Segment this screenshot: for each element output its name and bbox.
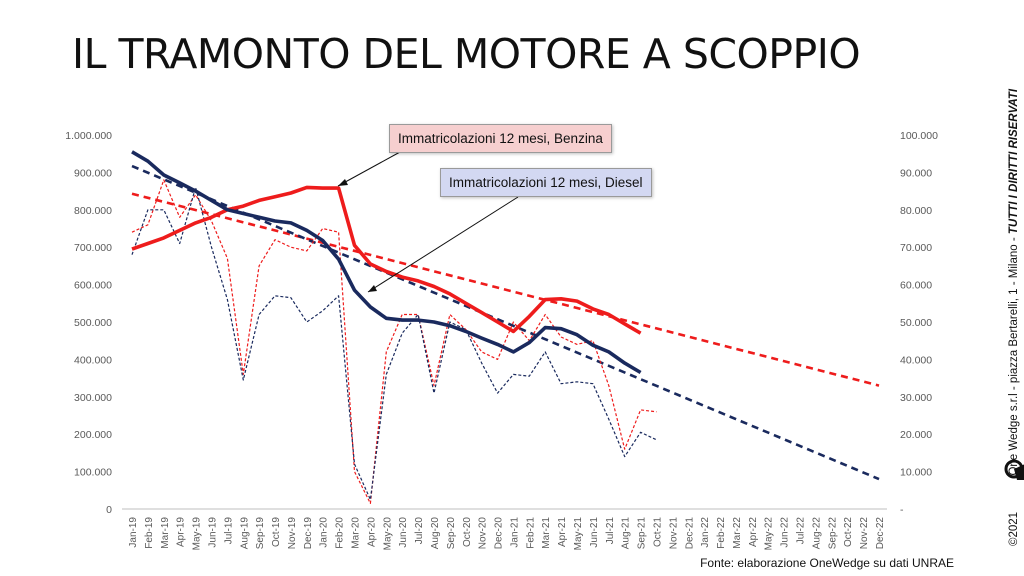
benzina-trendline: [131, 192, 880, 387]
y-right-tick-label: -: [900, 504, 904, 516]
y-right-tick-label: 20.000: [900, 429, 932, 441]
x-tick-label: Jan-19: [128, 517, 139, 548]
x-tick-label: Jan-22: [700, 517, 711, 548]
y-right-tick-label: 30.000: [900, 392, 932, 404]
x-tick-label: Nov-20: [478, 517, 489, 550]
x-tick-label: Feb-22: [716, 517, 727, 549]
x-tick-label: Apr-20: [366, 517, 377, 547]
diesel-arrowhead: [368, 285, 377, 292]
y-right-tick-label: 50.000: [900, 317, 932, 329]
onewedge-logo-icon: [1004, 459, 1024, 480]
copyright-text: ©2021: [1008, 511, 1020, 546]
x-tick-label: Dec-21: [684, 517, 695, 550]
x-tick-label: Jul-21: [605, 517, 616, 545]
x-tick-label: Oct-21: [652, 517, 663, 547]
x-tick-label: Jan-20: [319, 517, 330, 548]
y-left-tick-label: 700.000: [74, 242, 112, 254]
x-tick-label: Dec-20: [494, 517, 505, 550]
x-tick-label: Feb-19: [144, 517, 155, 549]
y-left-tick-label: 500.000: [74, 317, 112, 329]
x-tick-label: Oct-20: [462, 517, 473, 547]
diesel-callout-arrow: [367, 196, 519, 293]
x-tick-label: Aug-22: [811, 517, 822, 550]
x-tick-label: Sep-21: [637, 517, 648, 550]
x-tick-label: Dec-22: [875, 517, 886, 550]
x-tick-label: Jun-19: [207, 517, 218, 548]
x-tick-label: Mar-21: [541, 517, 552, 549]
x-tick-label: Apr-22: [748, 517, 759, 547]
x-tick-label: May-20: [382, 517, 393, 551]
x-tick-label: Sep-20: [446, 517, 457, 550]
company-address: One Wedge s.r.l - piazza Bertarelli, 1 -…: [1008, 234, 1020, 476]
x-tick-label: Mar-19: [160, 517, 171, 549]
y-right-tick-label: 80.000: [900, 205, 932, 217]
x-tick-label: Dec-19: [303, 517, 314, 550]
y-right-tick-label: 70.000: [900, 242, 932, 254]
slide-title: IL TRAMONTO DEL MOTORE A SCOPPIO: [72, 30, 861, 78]
x-tick-label: Aug-20: [430, 517, 441, 550]
x-tick-label: Apr-19: [176, 517, 187, 547]
rights-reserved: TUTTI I DIRITTI RISERVATI: [1008, 88, 1020, 235]
x-tick-label: Feb-20: [335, 517, 346, 549]
benzina-12m-line: [131, 185, 642, 335]
y-left-tick-label: 800.000: [74, 205, 112, 217]
y-left-tick-label: 100.000: [74, 467, 112, 479]
benzina-arrowhead: [338, 179, 348, 186]
diesel-callout: Immatricolazioni 12 mesi, Diesel: [440, 168, 652, 197]
x-tick-label: Jul-22: [796, 517, 807, 545]
x-tick-label: Jun-22: [780, 517, 791, 548]
x-tick-label: Nov-22: [859, 517, 870, 550]
y-left-tick-label: 600.000: [74, 280, 112, 292]
y-left-tick-label: 900.000: [74, 167, 112, 179]
y-right-tick-label: 100.000: [900, 130, 938, 142]
y-right-tick-label: 90.000: [900, 167, 932, 179]
x-tick-label: Nov-19: [287, 517, 298, 550]
x-tick-label: Apr-21: [557, 517, 568, 547]
y-right-tick-label: 60.000: [900, 280, 932, 292]
y-left-tick-label: 400.000: [74, 354, 112, 366]
y-left-tick-label: 0: [106, 504, 112, 516]
x-tick-label: Feb-21: [525, 517, 536, 549]
x-tick-label: Mar-20: [351, 517, 362, 549]
x-tick-label: May-19: [192, 517, 203, 551]
source-note: Fonte: elaborazione OneWedge su dati UNR…: [700, 556, 954, 570]
diesel-monthly-line: [131, 186, 657, 501]
y-left-tick-label: 1.000.000: [65, 130, 112, 142]
x-tick-label: Jul-20: [414, 517, 425, 545]
x-tick-label: Jul-19: [223, 517, 234, 545]
benzina-monthly-line: [131, 179, 657, 504]
x-tick-label: May-22: [764, 517, 775, 551]
x-tick-label: Sep-22: [827, 517, 838, 550]
y-left-tick-label: 200.000: [74, 429, 112, 441]
y-right-tick-label: 10.000: [900, 467, 932, 479]
x-tick-label: Aug-21: [621, 517, 632, 550]
y-left-tick-label: 300.000: [74, 392, 112, 404]
x-tick-label: Jan-21: [509, 517, 520, 548]
x-tick-label: May-21: [573, 517, 584, 551]
y-right-tick-label: 40.000: [900, 354, 932, 366]
side-footer: ©2021 One Wedge s.r.l - piazza Bertarell…: [1008, 89, 1020, 546]
x-tick-label: Oct-19: [271, 517, 282, 547]
benzina-callout-arrow: [337, 151, 401, 187]
x-tick-label: Aug-19: [239, 517, 250, 550]
x-tick-label: Jun-21: [589, 517, 600, 548]
benzina-callout: Immatricolazioni 12 mesi, Benzina: [389, 124, 612, 153]
x-tick-label: Mar-22: [732, 517, 743, 549]
x-tick-label: Oct-22: [843, 517, 854, 547]
x-tick-label: Nov-21: [668, 517, 679, 550]
x-tick-label: Jun-20: [398, 517, 409, 548]
x-tick-label: Sep-19: [255, 517, 266, 550]
diesel-12m-line: [131, 150, 642, 375]
